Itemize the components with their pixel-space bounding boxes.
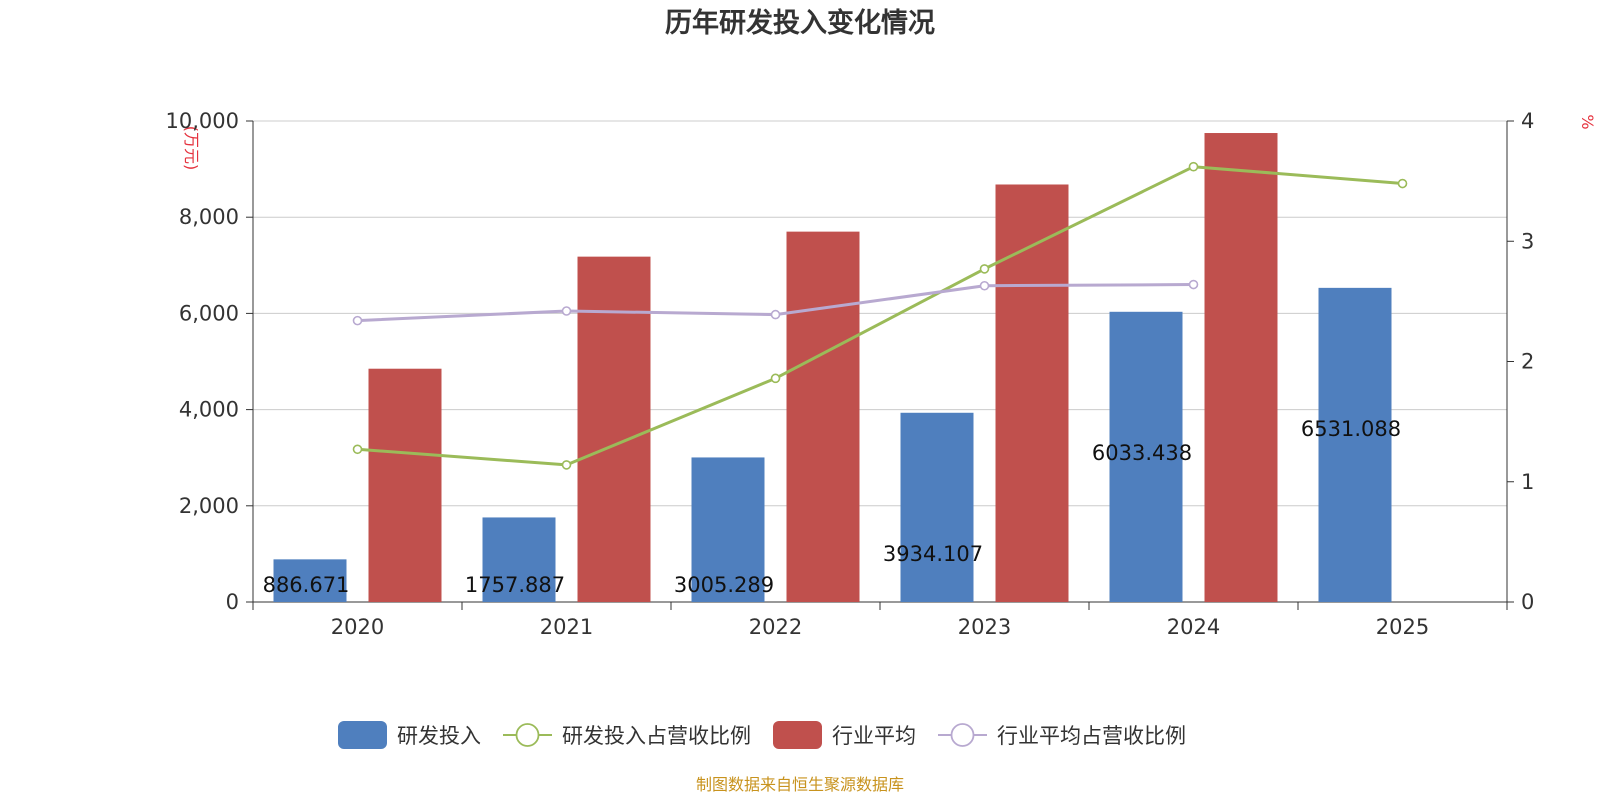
line-point: [979, 280, 990, 291]
bar-2020: [368, 368, 442, 602]
data-labels: 886.671 1757.887 3005.289 3934.107 6033.438 6…: [263, 417, 1402, 597]
legend-label: 研发投入: [397, 724, 481, 748]
x-tick-label: 2025: [1376, 615, 1429, 639]
legend: 研发投入 研发投入占营收比例 行业平均 行业平均占营收比例: [338, 721, 1186, 749]
y-left-tick-label: 10,000: [166, 109, 239, 133]
axes: 0 2,000 4,000 6,000 8,000 10,000 0 1 2 3 4 2020 2021…: [166, 109, 1535, 639]
data-label: 6531.088: [1301, 417, 1401, 441]
x-tick-label: 2022: [749, 615, 802, 639]
y-right-tick-label: 4: [1521, 109, 1534, 133]
legend-swatch-bar: [338, 721, 387, 749]
series-line: [357, 165, 1403, 467]
y-right-unit-label: %: [1578, 114, 1597, 129]
line-point: [352, 444, 363, 455]
gridlines: [253, 120, 1507, 507]
bar-2023: [995, 184, 1069, 602]
source-note: 制图数据来自恒生聚源数据库: [696, 775, 904, 794]
y-left-tick-label: 0: [226, 590, 239, 614]
legend-label: 行业平均: [832, 724, 916, 748]
y-left-tick-label: 4,000: [179, 398, 239, 422]
line-point: [561, 306, 572, 316]
line-point: [561, 460, 572, 470]
lines: [352, 161, 1408, 470]
bar-2021: [577, 256, 651, 602]
y-right-tick-label: 3: [1521, 229, 1534, 253]
legend-swatch-bar: [773, 721, 822, 749]
x-tick-label: 2024: [1167, 615, 1220, 639]
y-left-tick-label: 6,000: [179, 301, 239, 325]
x-tick-label: 2021: [540, 615, 593, 639]
data-label: 3934.107: [883, 542, 983, 566]
bar-2022: [786, 231, 860, 602]
y-left-tick-label: 2,000: [179, 494, 239, 518]
line-point: [1188, 279, 1199, 290]
y-left-tick-label: 8,000: [179, 205, 239, 229]
y-right-tick-label: 0: [1521, 590, 1534, 614]
bar-2022: [691, 457, 765, 602]
line-point: [770, 309, 781, 320]
line-point: [1397, 178, 1408, 189]
bar-2021: [482, 517, 556, 602]
chart-title: 历年研发投入变化情况: [665, 7, 935, 39]
line-point: [352, 315, 363, 326]
bars: [273, 133, 1392, 602]
x-tick-label: 2020: [331, 615, 384, 639]
line-point: [979, 264, 990, 274]
legend-label: 研发投入占营收比例: [562, 724, 751, 748]
legend-swatch-marker: [950, 723, 975, 747]
bar-2025: [1318, 287, 1392, 602]
line-point: [770, 373, 781, 384]
x-tick-label: 2023: [958, 615, 1011, 639]
legend-swatch-marker: [515, 723, 540, 747]
data-label: 1757.887: [465, 573, 565, 597]
data-label: 3005.289: [674, 573, 774, 597]
y-right-tick-label: 2: [1521, 350, 1534, 374]
bar-2020: [273, 559, 347, 602]
data-label: 6033.438: [1092, 441, 1192, 465]
legend-label: 行业平均占营收比例: [997, 724, 1186, 748]
bar-2023: [900, 412, 974, 602]
data-label: 886.671: [263, 573, 350, 597]
bar-2024: [1109, 311, 1183, 602]
y-left-unit-label: (万元): [182, 126, 201, 171]
line-point: [1188, 161, 1199, 172]
y-right-tick-label: 1: [1521, 470, 1534, 494]
bar-2024: [1204, 133, 1278, 602]
